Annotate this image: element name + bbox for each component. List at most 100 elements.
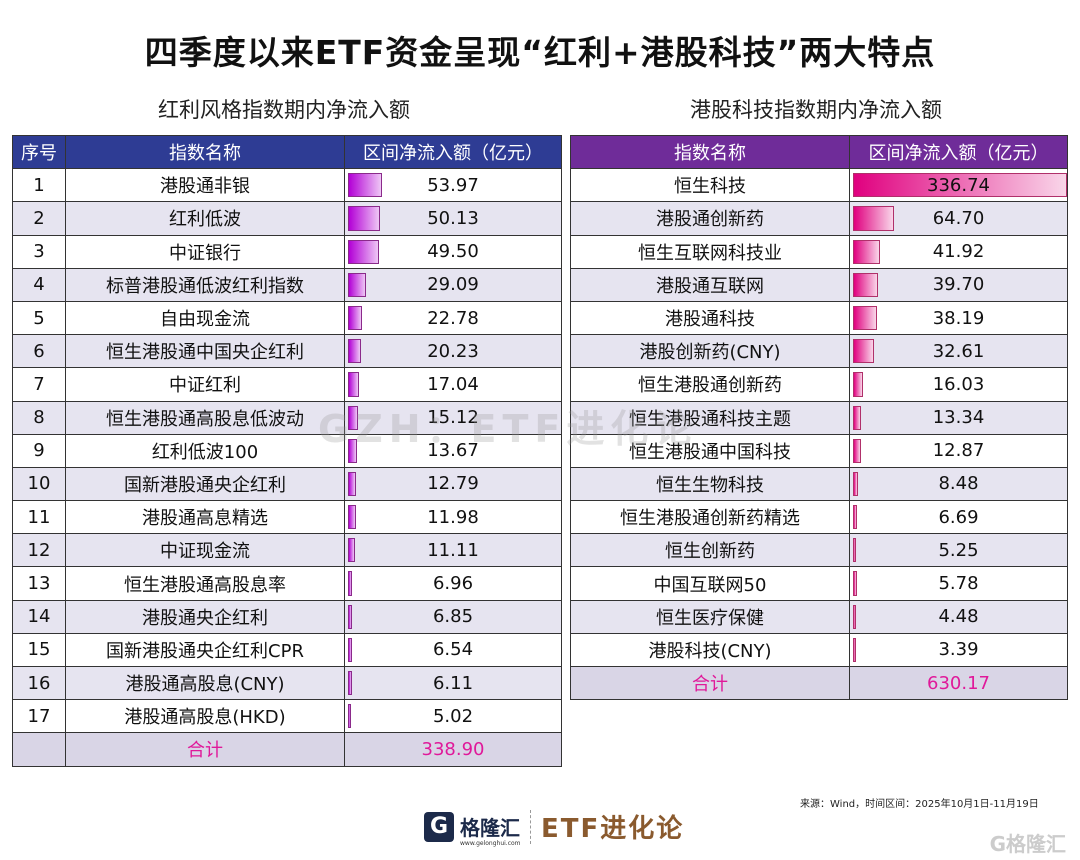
value-bar bbox=[853, 239, 880, 264]
row-index: 16 bbox=[12, 665, 66, 701]
value-bar bbox=[853, 405, 862, 430]
value-label: 6.96 bbox=[432, 573, 474, 595]
source-note: 来源：Wind，时间区间：2025年10月1日-11月19日 bbox=[800, 799, 1039, 810]
value-bar bbox=[853, 637, 856, 662]
value-bar bbox=[348, 471, 357, 497]
index-name: 港股通科技 bbox=[570, 300, 850, 336]
index-name: 中证现金流 bbox=[65, 533, 345, 568]
index-name: 港股通央企红利 bbox=[65, 599, 345, 634]
table-row: 港股通互联网 39.70 bbox=[570, 267, 1068, 302]
value-label: 12.79 bbox=[427, 473, 479, 495]
logo-divider bbox=[530, 809, 531, 844]
logo-url: www.gelonghui.com bbox=[460, 840, 521, 847]
value-label: 336.74 bbox=[927, 174, 990, 196]
value-label: 5.25 bbox=[938, 539, 979, 561]
value-bar bbox=[348, 604, 353, 629]
table-row: 9 红利低波100 13.67 bbox=[12, 433, 562, 468]
value-label: 49.50 bbox=[427, 241, 479, 263]
row-index: 11 bbox=[12, 500, 66, 535]
table-row: 2 红利低波 50.13 bbox=[12, 201, 562, 236]
index-name: 中证银行 bbox=[65, 234, 345, 269]
table-row: 恒生港股通科技主题 13.34 bbox=[570, 400, 1068, 435]
total-value: 630.17 bbox=[849, 665, 1068, 701]
total-label: 合计 bbox=[570, 665, 850, 701]
row-index: 6 bbox=[12, 334, 66, 369]
row-index: 13 bbox=[12, 566, 66, 601]
col-header-value: 区间净流入额（亿元） bbox=[344, 134, 562, 170]
value-label: 5.02 bbox=[432, 705, 474, 727]
brand-name: ETF进化论 bbox=[541, 814, 685, 844]
value-label: 22.78 bbox=[427, 307, 479, 329]
index-name: 恒生科技 bbox=[570, 168, 850, 203]
page-title: 四季度以来ETF资金呈现“红利+港股科技”两大特点 bbox=[144, 33, 936, 72]
table-row: 恒生港股通创新药精选 6.69 bbox=[570, 500, 1068, 535]
total-label: 合计 bbox=[65, 732, 345, 767]
index-name: 港股通高股息(HKD) bbox=[65, 699, 345, 734]
table-row: 港股科技(CNY) 3.39 bbox=[570, 632, 1068, 668]
table-row: 恒生互联网科技业 41.92 bbox=[570, 234, 1068, 269]
gelonghui-logo: G 格隆汇 www.gelonghui.com ETF进化论 bbox=[424, 808, 685, 847]
value-bar bbox=[348, 571, 353, 596]
index-name: 国新港股通央企红利CPR bbox=[65, 632, 345, 668]
table-row: 12 中证现金流 11.11 bbox=[12, 533, 562, 568]
index-name: 红利低波 bbox=[65, 201, 345, 236]
index-name: 恒生港股通中国央企红利 bbox=[65, 334, 345, 369]
value-bar bbox=[348, 206, 380, 231]
col-header-index: 序号 bbox=[12, 134, 66, 170]
value-bar bbox=[853, 538, 857, 563]
watermark: GZH：ETF进化论 bbox=[318, 407, 699, 451]
empty-cell bbox=[12, 732, 66, 767]
index-name: 港股科技(CNY) bbox=[570, 632, 850, 668]
row-index: 3 bbox=[12, 234, 66, 269]
table-row: 7 中证红利 17.04 bbox=[12, 367, 562, 402]
value-label: 12.87 bbox=[932, 440, 985, 462]
value-bar bbox=[348, 538, 356, 563]
index-name: 港股通高股息(CNY) bbox=[65, 665, 345, 701]
row-index: 9 bbox=[12, 433, 66, 468]
value-label: 6.11 bbox=[432, 672, 474, 694]
value-label: 64.70 bbox=[932, 207, 985, 229]
value-bar bbox=[348, 372, 359, 397]
index-name: 中证红利 bbox=[65, 367, 345, 402]
index-name: 红利低波100 bbox=[65, 433, 345, 468]
left-table-title: 红利风格指数期内净流入额 bbox=[158, 98, 410, 122]
index-name: 恒生互联网科技业 bbox=[570, 234, 850, 269]
value-label: 41.92 bbox=[932, 241, 985, 263]
value-bar bbox=[853, 471, 859, 497]
table-row: 港股创新药(CNY) 32.61 bbox=[570, 334, 1068, 369]
table-row: 1 港股通非银 53.97 bbox=[12, 168, 562, 203]
row-index: 1 bbox=[12, 168, 66, 203]
value-bar bbox=[348, 438, 357, 463]
logo-name: 格隆汇 bbox=[460, 816, 520, 840]
value-bar bbox=[853, 571, 857, 596]
table-row: 中国互联网50 5.78 bbox=[570, 566, 1068, 601]
hk-tech-table: 指数名称 区间净流入额（亿元） 恒生科技 336.74 港股通创新药 64.70 恒生互… bbox=[570, 134, 1068, 701]
index-name: 恒生港股通中国科技 bbox=[570, 433, 850, 468]
value-bar bbox=[853, 339, 874, 364]
value-label: 20.23 bbox=[427, 340, 479, 362]
value-bar bbox=[348, 305, 363, 331]
row-index: 12 bbox=[12, 533, 66, 568]
index-name: 中国互联网50 bbox=[570, 566, 850, 601]
index-name: 恒生港股通创新药精选 bbox=[570, 500, 850, 535]
value-label: 39.70 bbox=[932, 274, 985, 296]
index-name: 标普港股通低波红利指数 bbox=[65, 267, 345, 302]
logo-mark-icon: G bbox=[424, 811, 454, 842]
row-index: 15 bbox=[12, 632, 66, 668]
value-bar bbox=[853, 505, 858, 530]
table-row: 港股通科技 38.19 bbox=[570, 300, 1068, 336]
value-label: 53.97 bbox=[427, 174, 479, 196]
value-bar bbox=[348, 505, 356, 530]
value-bar bbox=[348, 671, 352, 696]
value-label: 17.04 bbox=[427, 373, 479, 395]
index-name: 恒生生物科技 bbox=[570, 466, 850, 502]
total-row: 合计 338.90 bbox=[12, 732, 562, 767]
index-name: 自由现金流 bbox=[65, 300, 345, 336]
value-label: 5.78 bbox=[938, 573, 979, 595]
col-header-value: 区间净流入额（亿元） bbox=[849, 134, 1068, 170]
value-bar bbox=[348, 339, 361, 364]
value-bar bbox=[348, 704, 352, 729]
index-name: 港股通互联网 bbox=[570, 267, 850, 302]
index-name: 港股通高息精选 bbox=[65, 500, 345, 535]
col-header-name: 指数名称 bbox=[570, 134, 850, 170]
